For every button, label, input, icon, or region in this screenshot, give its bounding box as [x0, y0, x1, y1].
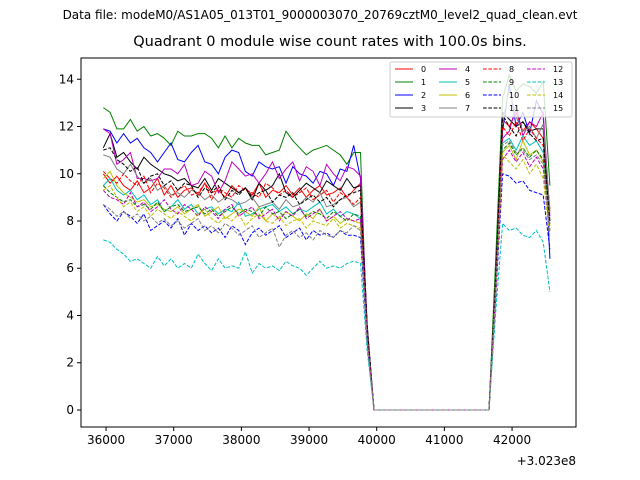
series-line-13 — [103, 222, 551, 411]
series-line-4 — [103, 105, 551, 411]
legend-label: 4 — [465, 65, 470, 74]
legend-label: 2 — [421, 91, 426, 100]
series-line-12 — [102, 149, 551, 411]
legend-label: 6 — [465, 91, 470, 100]
x-offset-text: +3.023e8 — [517, 454, 576, 468]
legend-label: 15 — [553, 104, 563, 113]
legend-label: 14 — [553, 91, 563, 100]
y-tick-label: 0 — [66, 403, 74, 417]
series-line-10 — [102, 173, 551, 411]
x-tick-label: 36000 — [87, 433, 125, 447]
series-line-5 — [102, 135, 551, 411]
y-tick-label: 8 — [66, 214, 74, 228]
legend-label: 12 — [553, 65, 563, 74]
series-line-14 — [103, 153, 551, 411]
legend-label: 7 — [465, 104, 470, 113]
y-tick-label: 4 — [66, 308, 74, 322]
legend-label: 8 — [509, 65, 514, 74]
legend-label: 13 — [553, 78, 563, 87]
x-tick-label: 39000 — [290, 433, 328, 447]
series-line-11 — [103, 112, 551, 411]
legend-box — [389, 61, 573, 118]
legend-label: 5 — [465, 78, 470, 87]
y-tick-label: 6 — [66, 261, 74, 275]
x-tick-label: 41000 — [425, 433, 463, 447]
legend-label: 10 — [509, 91, 519, 100]
legend-label: 9 — [509, 78, 514, 87]
plot-frame — [80, 57, 577, 428]
legend-label: 0 — [421, 65, 426, 74]
series-line-15 — [103, 139, 551, 411]
series-line-1 — [103, 72, 551, 411]
legend-label: 11 — [509, 104, 519, 113]
series-line-7 — [103, 88, 551, 411]
chart-title: Quadrant 0 module wise count rates with … — [133, 34, 527, 50]
y-tick-label: 10 — [59, 167, 74, 181]
y-tick-label: 14 — [59, 72, 74, 86]
series-line-2 — [103, 83, 551, 411]
x-tick-label: 40000 — [358, 433, 396, 447]
figure-suptitle: Data file: modeM0/AS1A05_013T01_90000030… — [62, 8, 578, 22]
series-line-0 — [102, 111, 551, 411]
legend-label: 1 — [421, 78, 426, 87]
series-line-9 — [102, 142, 551, 411]
y-tick-label: 12 — [59, 120, 74, 134]
series-line-3 — [102, 111, 551, 411]
series-group — [102, 72, 551, 411]
x-tick-label: 38000 — [222, 433, 260, 447]
legend-label: 3 — [421, 104, 426, 113]
y-tick-label: 2 — [66, 356, 74, 370]
x-tick-label: 37000 — [155, 433, 193, 447]
x-tick-label: 42000 — [493, 433, 531, 447]
